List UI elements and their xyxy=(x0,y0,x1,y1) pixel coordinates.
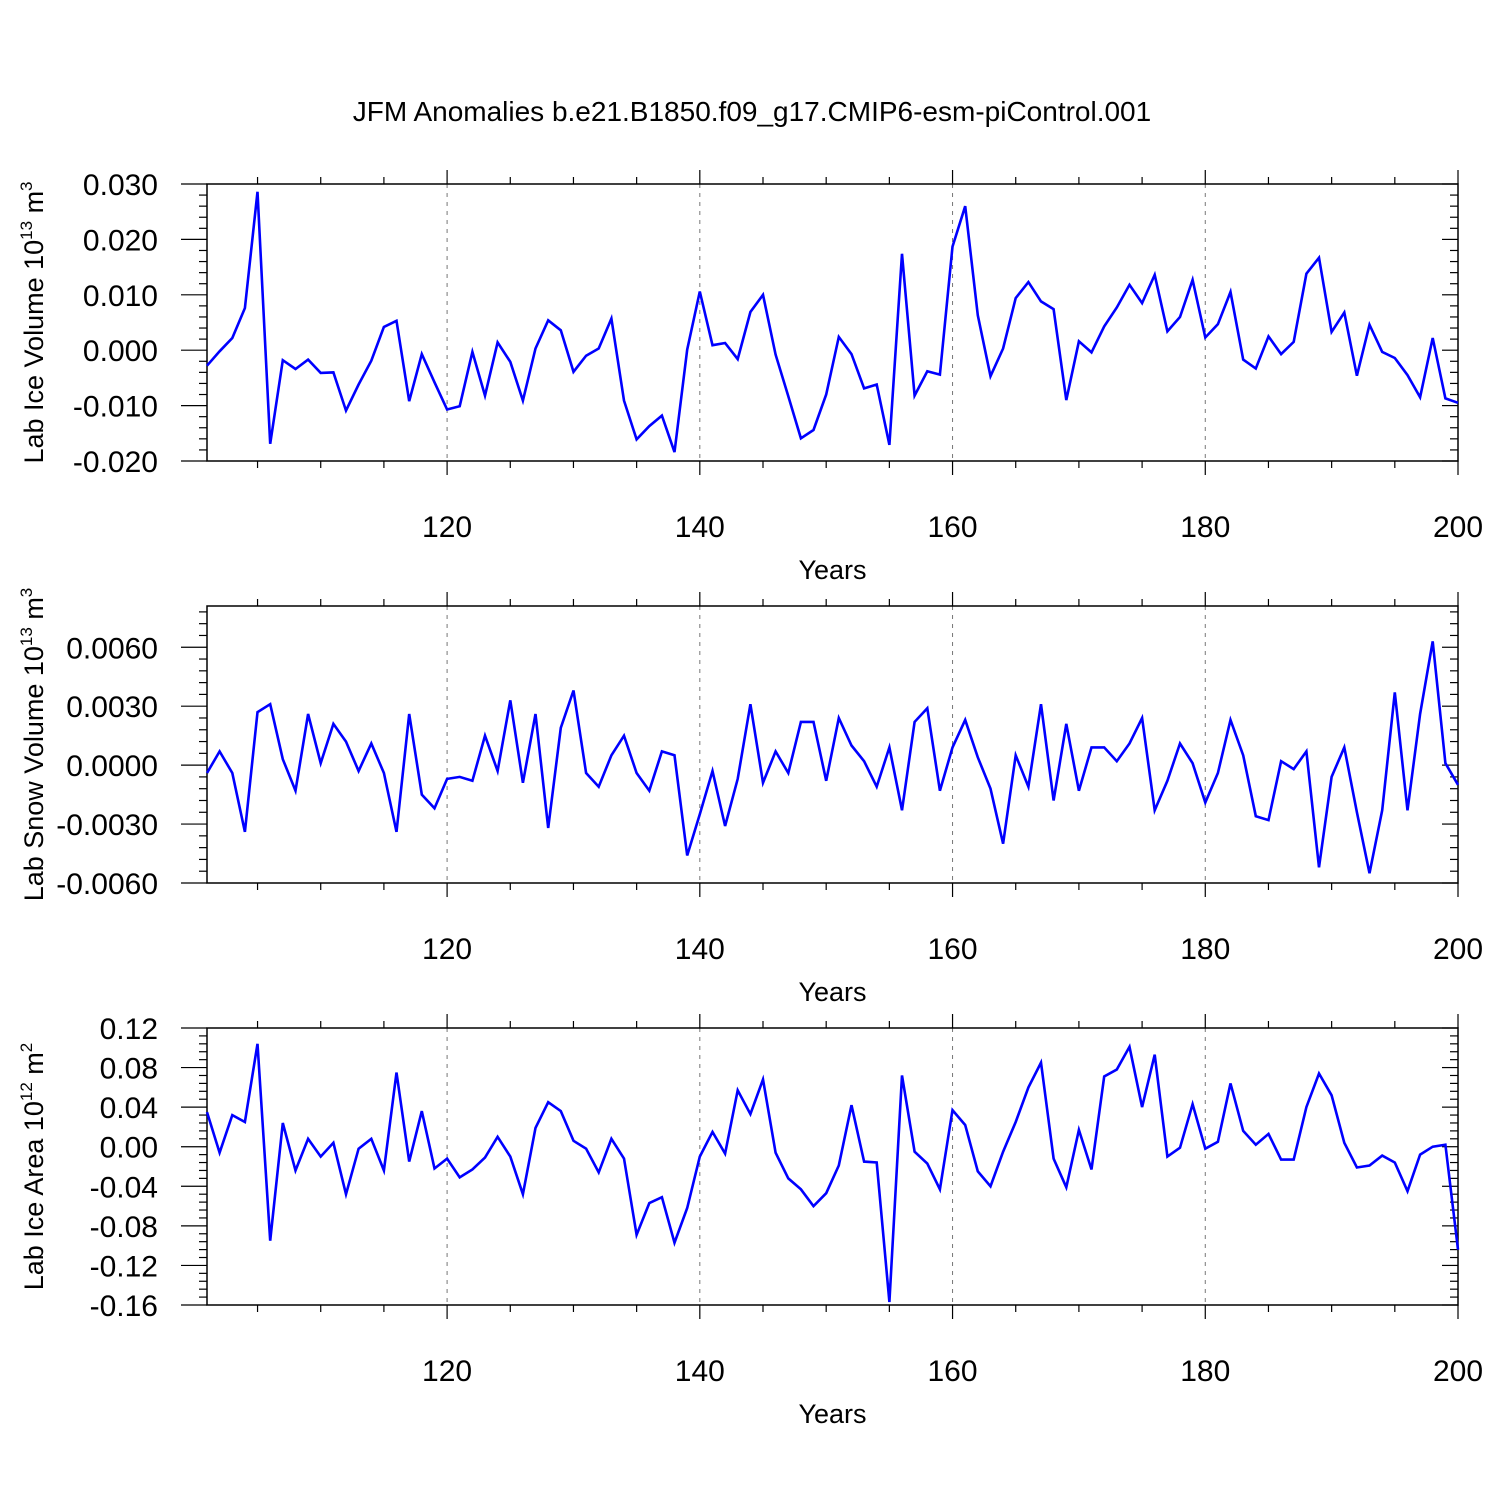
y-tick-label: 0.000 xyxy=(83,335,158,368)
x-tick-label: 160 xyxy=(928,1355,978,1388)
y-tick-label: -0.0060 xyxy=(56,868,158,901)
y-tick-label: -0.12 xyxy=(90,1250,158,1283)
x-tick-label: 200 xyxy=(1433,933,1483,966)
chart-title: JFM Anomalies b.e21.B1850.f09_g17.CMIP6-… xyxy=(353,96,1151,127)
x-axis-label: Years xyxy=(798,1399,866,1429)
plot-frame xyxy=(206,1027,1459,1306)
y-tick-label: 0.0030 xyxy=(66,691,158,724)
y-tick-label: -0.020 xyxy=(73,446,158,479)
series-line xyxy=(205,641,1460,874)
x-tick-label: 160 xyxy=(928,511,978,544)
plot-frame xyxy=(206,605,1459,884)
y-tick-label: -0.08 xyxy=(90,1211,158,1244)
y-axis-label: Lab Ice Volume 1013 m3 xyxy=(17,181,49,463)
y-tick-label: 0.04 xyxy=(100,1092,158,1125)
x-tick-label: 160 xyxy=(928,933,978,966)
panel-ice-volume: 0.030 0.020 0.010 0.000 -0.010 -0.020 120 140 16… xyxy=(17,169,1483,585)
y-tick-label: -0.16 xyxy=(90,1290,158,1323)
y-tick-label: 0.00 xyxy=(100,1132,158,1165)
y-tick-label: 0.0060 xyxy=(66,632,158,665)
y-tick-label: 0.030 xyxy=(83,169,158,202)
x-tick-label: 180 xyxy=(1180,933,1230,966)
y-tick-label: -0.0030 xyxy=(56,809,158,842)
x-tick-label: 140 xyxy=(675,511,725,544)
panel-ice-area: 0.12 0.08 0.04 0.00 -0.04 -0.08 -0.12 -0.16 120 1… xyxy=(17,1013,1483,1429)
plot-frame xyxy=(206,183,1459,462)
x-tick-label: 200 xyxy=(1433,511,1483,544)
y-tick-label: -0.04 xyxy=(90,1171,158,1204)
y-tick-label: 0.020 xyxy=(83,224,158,257)
y-axis-label: Lab Snow Volume 1013 m3 xyxy=(17,588,49,902)
y-axis-label: Lab Ice Area 1012 m2 xyxy=(17,1043,49,1291)
panel-snow-volume: 0.0060 0.0030 0.0000 -0.0030 -0.0060 120 140 16… xyxy=(17,588,1483,1007)
x-tick-label: 180 xyxy=(1180,1355,1230,1388)
y-tick-label: -0.010 xyxy=(73,391,158,424)
y-tick-label: 0.08 xyxy=(100,1053,158,1086)
y-tick-label: 0.12 xyxy=(100,1013,158,1046)
x-tick-label: 200 xyxy=(1433,1355,1483,1388)
x-tick-label: 140 xyxy=(675,1355,725,1388)
series-line xyxy=(205,1043,1460,1303)
x-tick-label: 120 xyxy=(422,933,472,966)
x-tick-label: 140 xyxy=(675,933,725,966)
y-tick-label: 0.0000 xyxy=(66,750,158,783)
y-tick-label: 0.010 xyxy=(83,280,158,313)
x-axis-label: Years xyxy=(798,977,866,1007)
x-axis-label: Years xyxy=(798,555,866,585)
x-tick-label: 120 xyxy=(422,511,472,544)
x-tick-label: 120 xyxy=(422,1355,472,1388)
series-line xyxy=(206,191,1459,453)
x-tick-label: 180 xyxy=(1180,511,1230,544)
